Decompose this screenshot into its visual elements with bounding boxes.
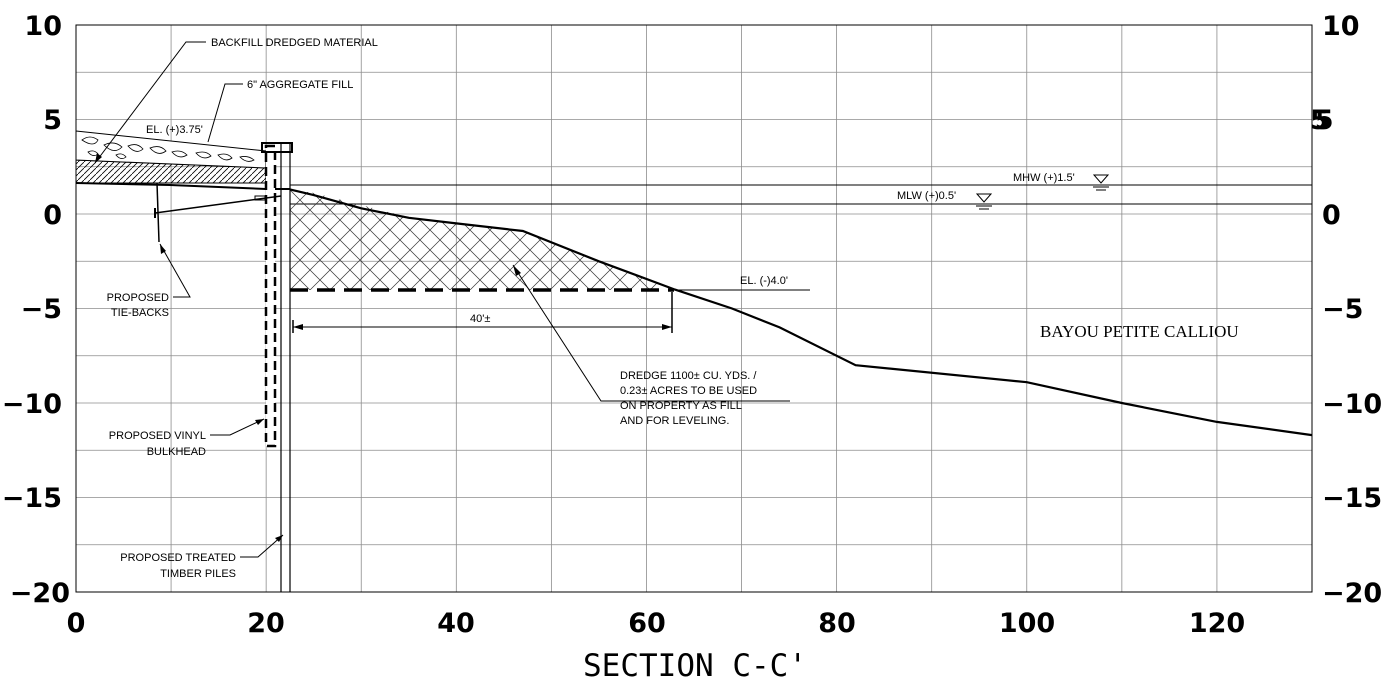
dredge-note-line4: AND FOR LEVELING. <box>620 415 729 427</box>
bulkhead-label-line1: PROPOSED VINYL <box>109 430 206 442</box>
x-tick-label: 80 <box>818 608 856 639</box>
y-tick-label-right: 55 <box>1310 105 1332 136</box>
bulkhead-label-line2: BULKHEAD <box>147 446 206 458</box>
bulkhead-callout: PROPOSED VINYL BULKHEAD <box>109 418 265 458</box>
y-tick-label: 0 <box>43 200 62 231</box>
grid <box>75 24 1313 593</box>
dimension-40ft <box>292 292 673 333</box>
dredge-note-line3: ON PROPERTY AS FILL <box>620 400 742 412</box>
piles-label-line2: TIMBER PILES <box>160 568 236 580</box>
tie-back-rod <box>154 182 282 243</box>
y-tick-label: −10 <box>2 389 62 420</box>
y-axis-left: 10 5 0 −5 −10 −15 −20 <box>2 11 70 609</box>
x-axis: 0 20 40 60 80 100 120 <box>67 608 1246 639</box>
backfill-leader <box>94 41 206 164</box>
fill-top-elevation-label: EL. (+)3.75' <box>146 124 203 136</box>
section-title: SECTION C-C' <box>583 648 807 684</box>
backfill-arrow <box>95 153 102 163</box>
aggregate-label: 6" AGGREGATE FILL <box>247 79 353 91</box>
y-tick-label-right: −20 <box>1322 578 1382 609</box>
dimension-label: 40'± <box>470 313 490 325</box>
y-tick-label: 5 <box>43 105 62 136</box>
y-tick-label-right: 10 <box>1322 11 1360 42</box>
y-tick-label: 10 <box>24 11 62 42</box>
x-tick-label: 20 <box>247 608 285 639</box>
dredge-note-line1: DREDGE 1100± CU. YDS. / <box>620 370 757 382</box>
upland-grade-line <box>75 182 290 190</box>
mlw-water-symbol <box>975 193 993 210</box>
tieback-label-line1: PROPOSED <box>107 292 169 304</box>
bulkhead-cap <box>261 142 293 153</box>
y-tick-label: −20 <box>10 578 70 609</box>
vinyl-bulkhead <box>264 144 277 448</box>
plot-frame <box>75 24 1313 593</box>
x-tick-label: 0 <box>67 608 86 639</box>
dredge-callout: DREDGE 1100± CU. YDS. / 0.23± ACRES TO B… <box>512 264 790 427</box>
dredge-note-line2: 0.23± ACRES TO BE USED <box>620 385 757 397</box>
y-tick-label-right: −15 <box>1322 483 1382 514</box>
y-tick-label: −5 <box>21 294 62 325</box>
y-tick-label-right: −10 <box>1322 389 1382 420</box>
tieback-label-line2: TIE-BACKS <box>111 307 169 319</box>
mhw-water-symbol <box>1092 174 1110 191</box>
x-tick-label: 100 <box>999 608 1055 639</box>
piles-callout: PROPOSED TREATED TIMBER PILES <box>120 534 284 580</box>
y-tick-label-right: −5 <box>1322 294 1363 325</box>
x-tick-label: 60 <box>628 608 666 639</box>
x-tick-label: 120 <box>1189 608 1245 639</box>
dredge-elevation-label: EL. (-)4.0' <box>740 275 788 287</box>
mlw-label: MLW (+)0.5' <box>897 190 956 202</box>
y-axis-right: 10 55 0 −5 −10 −15 −20 <box>1310 11 1382 609</box>
piles-label-line1: PROPOSED TREATED <box>120 552 236 564</box>
y-tick-label: −15 <box>2 483 62 514</box>
mhw-label: MHW (+)1.5' <box>1013 172 1075 184</box>
aggregate-leader <box>207 83 243 143</box>
water-body-label: BAYOU PETITE CALLIOU <box>1040 322 1239 341</box>
y-tick-label-right: 0 <box>1322 200 1341 231</box>
tieback-callout: PROPOSED TIE-BACKS <box>107 243 191 319</box>
x-tick-label: 40 <box>437 608 475 639</box>
backfill-label: BACKFILL DREDGED MATERIAL <box>211 37 378 49</box>
